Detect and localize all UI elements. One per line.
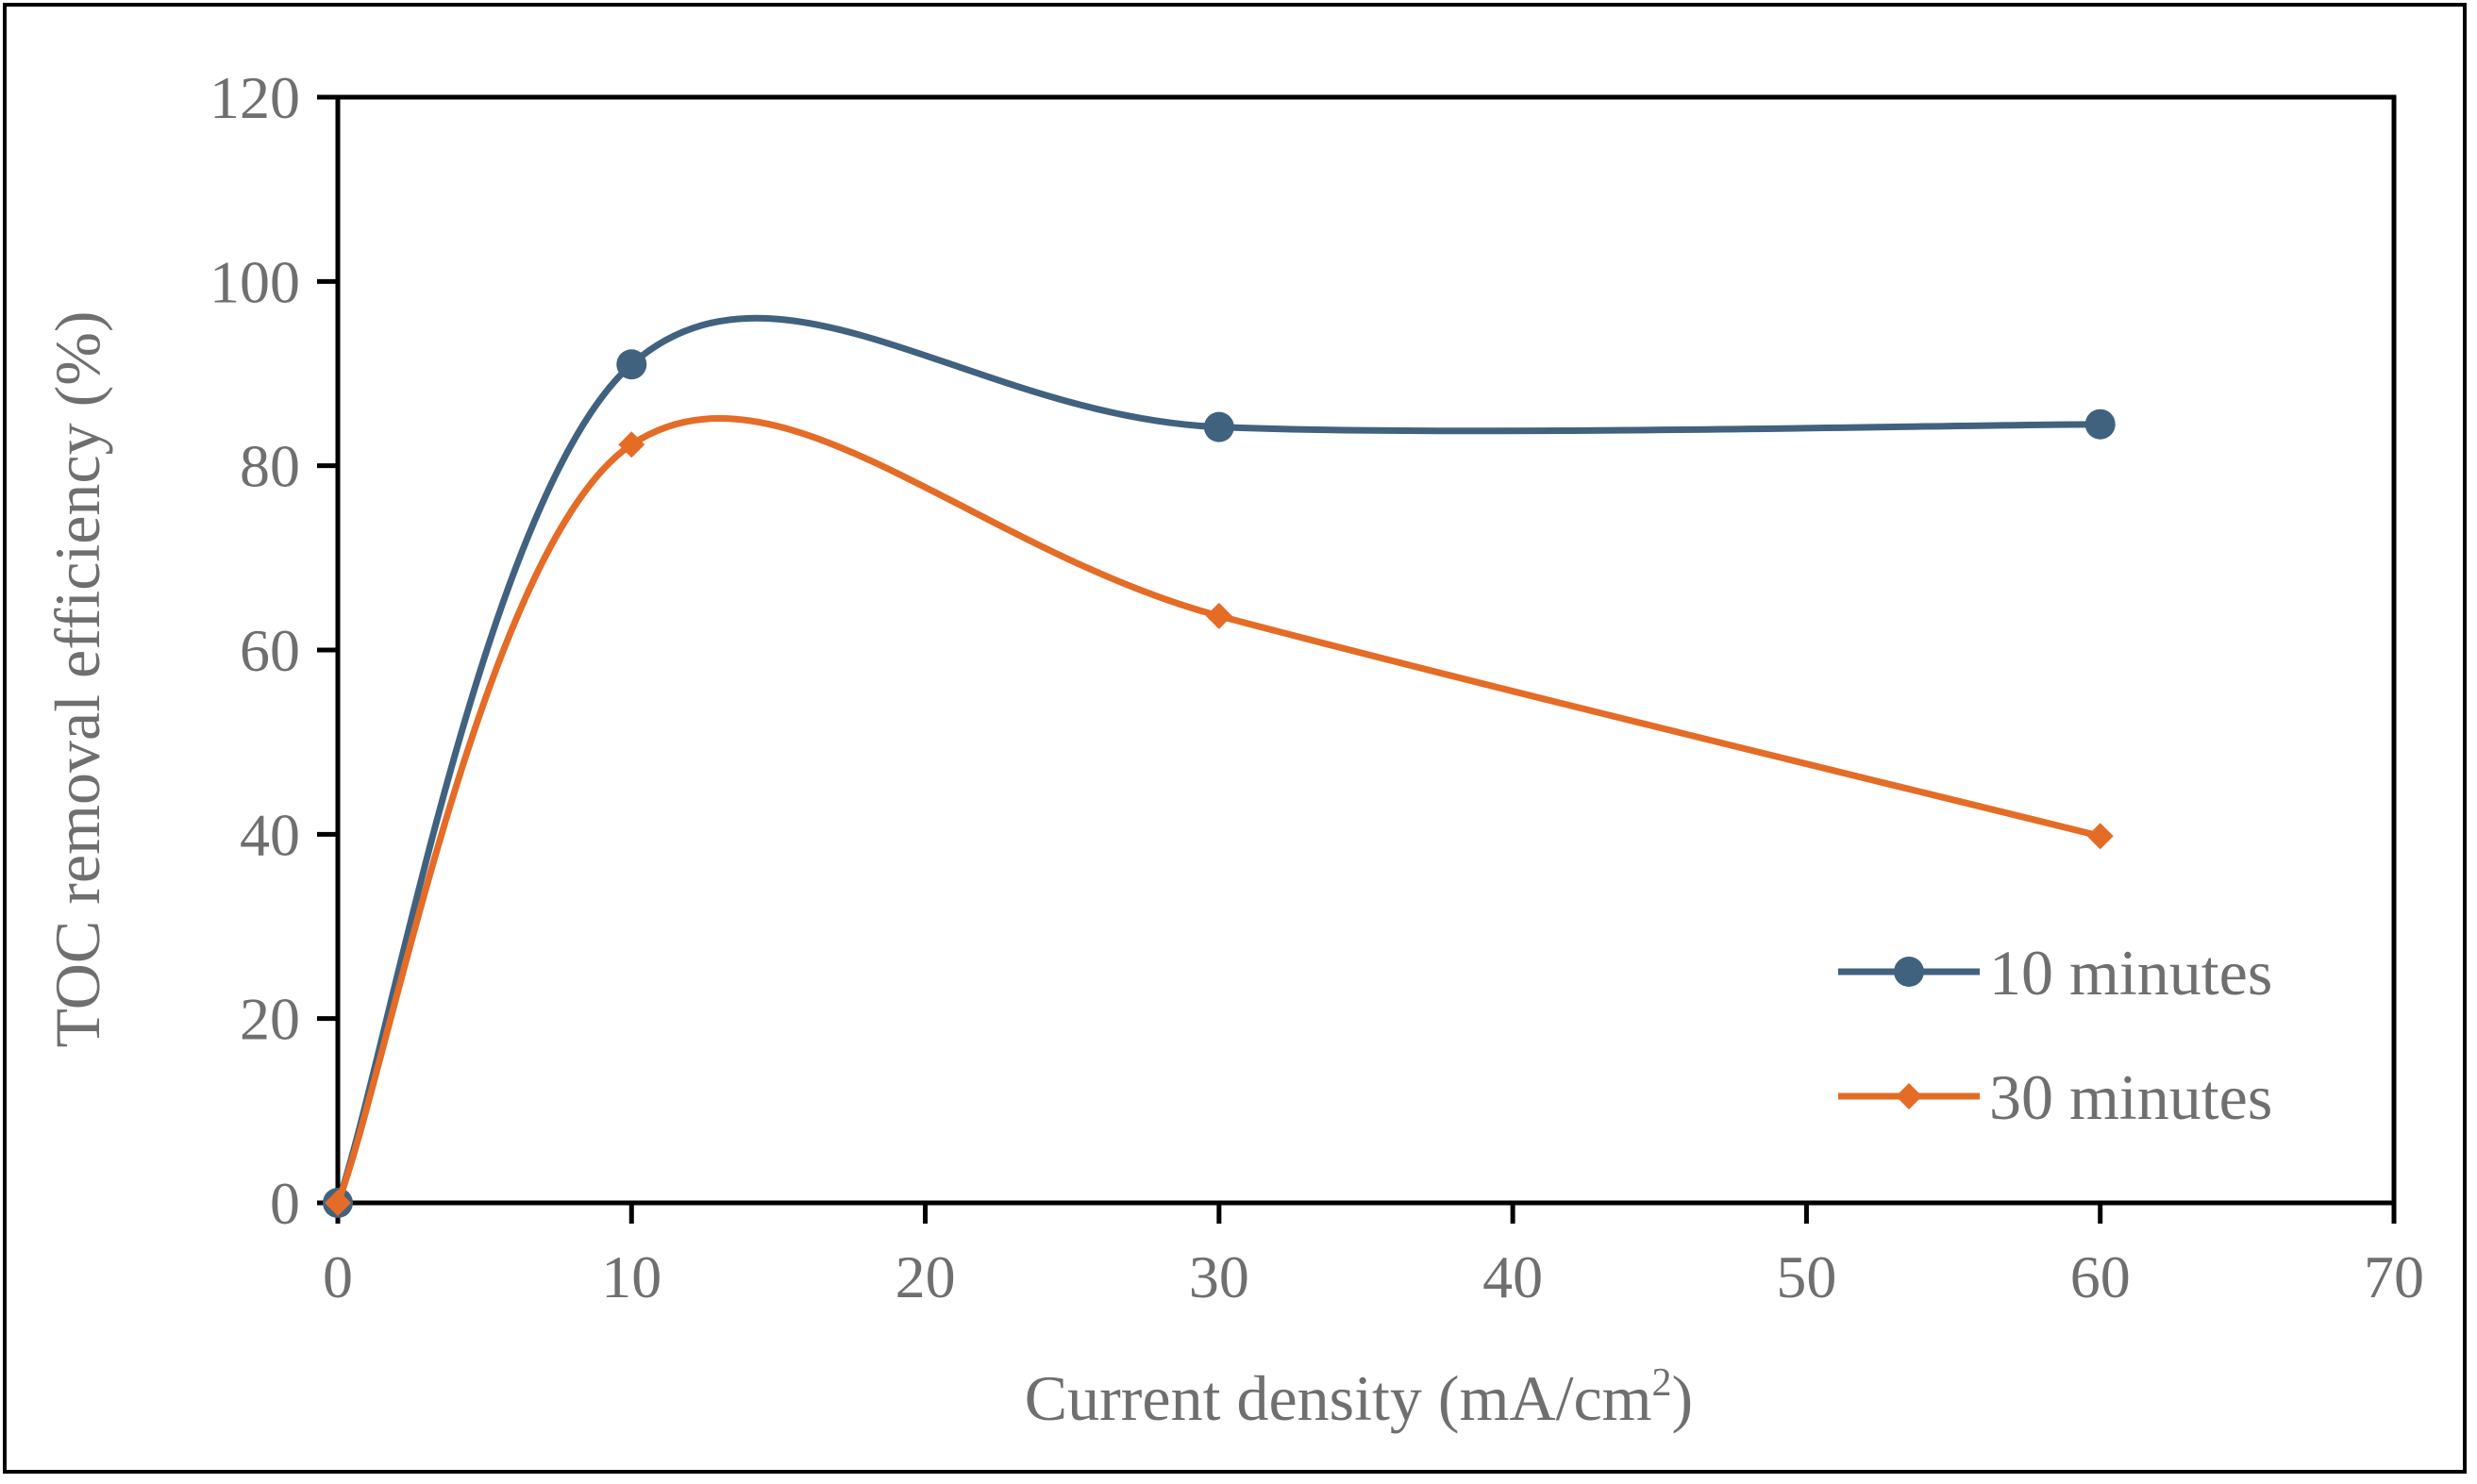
y-tick-label: 0 [270,1170,300,1237]
y-tick-label: 40 [240,801,300,868]
x-tick-label: 20 [895,1243,956,1310]
x-tick-label: 50 [1776,1243,1836,1310]
y-tick-label: 20 [240,986,300,1053]
legend-item: 30 minutes [1838,1061,2272,1133]
data-point-circle [2084,409,2116,440]
legend-marker-diamond [1896,1083,1922,1109]
x-tick-label: 30 [1189,1243,1249,1310]
series-30-minutes [325,415,2114,1216]
y-tick-label: 100 [209,248,300,315]
x-tick-label: 70 [2364,1243,2424,1310]
x-tick-label: 60 [2070,1243,2131,1310]
data-point-diamond [325,1190,351,1216]
chart-frame [3,3,2467,1474]
data-point-circle [1203,411,1234,442]
series-line [334,314,2100,1205]
plot-border [335,94,2397,1206]
legend-item: 10 minutes [1838,937,2272,1009]
y-axis-title: TOC removal efficiency (%) [42,310,113,1047]
x-axis-title-main: Current density (mA/cm [1025,1362,1652,1434]
x-tick-label: 40 [1482,1243,1543,1310]
x-axis-title: Current density (mA/cm2) [1025,1361,1693,1434]
y-tick-label: 80 [240,433,300,500]
y-tick-label: 120 [209,64,300,131]
plot-area [335,94,2397,1206]
data-point-diamond [2086,823,2114,850]
x-tick-label: 10 [601,1243,661,1310]
y-axis-ticks: 0 20 40 60 80 100 120 [209,64,338,1237]
series-line [334,415,2101,1205]
legend-label: 10 minutes [1989,937,2272,1009]
legend: 10 minutes 30 minutes [1838,937,2272,1133]
legend-label: 30 minutes [1989,1061,2272,1133]
data-point-diamond [1205,602,1232,629]
x-axis-ticks: 0 10 20 30 40 50 60 70 [323,1203,2424,1310]
x-axis-title-superscript: 2 [1652,1361,1672,1405]
legend-marker-circle [1894,957,1924,987]
y-tick-label: 60 [240,617,300,684]
x-tick-label: 0 [323,1243,353,1310]
data-point-circle [616,349,647,380]
series-layer [323,314,2116,1218]
series-10-minutes [323,314,2116,1218]
x-axis-title-end: ) [1672,1362,1694,1434]
data-point-diamond [618,431,645,459]
